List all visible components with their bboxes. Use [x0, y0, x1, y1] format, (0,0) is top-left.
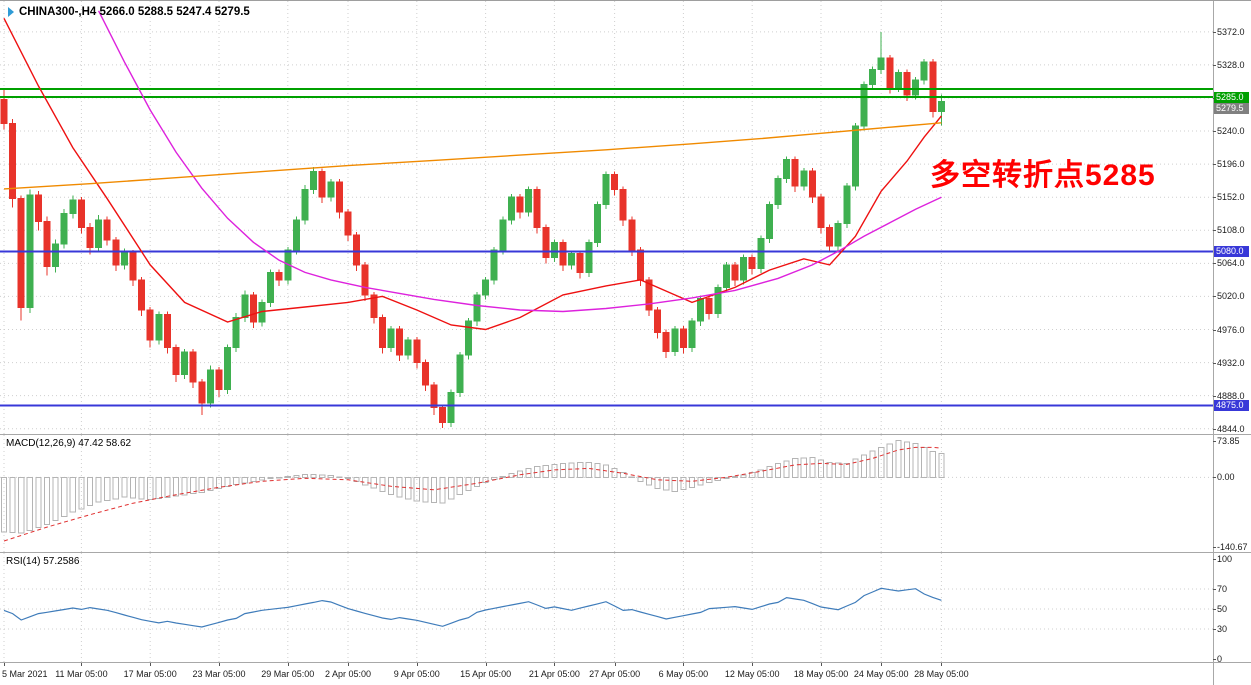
price-axis-label: 4888.0 — [1217, 390, 1245, 401]
annotation-text: 多空转折点5285 — [930, 159, 1156, 192]
chart-title: CHINA300-,H4 5266.0 5288.5 5247.4 5279.5 — [8, 6, 250, 18]
date-tick — [821, 663, 822, 666]
rsi-axis-label: 70 — [1217, 584, 1228, 594]
axis-tick — [1213, 31, 1216, 33]
date-label: 17 Mar 05:00 — [123, 669, 177, 679]
date-tick — [416, 663, 418, 666]
date-label: 15 Apr 05:00 — [460, 669, 512, 679]
macd-panel[interactable] — [0, 435, 1213, 552]
date-tick — [219, 663, 220, 666]
date-label: 23 Mar 05:00 — [192, 669, 246, 679]
axis-tick — [1213, 64, 1216, 66]
date-label: 18 May 05:00 — [793, 669, 849, 679]
date-label: 29 Mar 05:00 — [261, 669, 315, 679]
axis-tick — [1213, 362, 1216, 364]
date-tick — [348, 663, 349, 666]
panel-separator[interactable] — [0, 552, 1251, 553]
price-axis-label: 5152.0 — [1217, 192, 1245, 203]
date-label: 21 Apr 05:00 — [528, 669, 580, 679]
macd-axis-label: 73.85 — [1217, 435, 1240, 446]
date-tick — [554, 663, 556, 666]
axis-tick — [1213, 440, 1216, 442]
axis-tick — [1213, 477, 1216, 479]
axis-tick — [1213, 263, 1216, 265]
price-axis-label: 5240.0 — [1217, 126, 1245, 137]
price-axis-label: 4976.0 — [1217, 324, 1245, 335]
macd-axis-label: -140.67 — [1217, 542, 1248, 553]
date-label: 6 May 05:00 — [658, 669, 709, 679]
date-label: 27 Apr 05:00 — [589, 669, 641, 679]
rsi-axis-label: 50 — [1217, 604, 1228, 614]
date-tick — [683, 663, 685, 666]
macd-indicator-label: MACD(12,26,9) 47.42 58.62 — [6, 438, 132, 449]
rsi-axis-label: 0 — [1217, 654, 1223, 664]
axis-tick — [1213, 329, 1216, 331]
date-tick — [150, 663, 152, 666]
price-tag: 5080.0 — [1214, 246, 1249, 258]
price-axis-label: 5372.0 — [1217, 26, 1245, 37]
axis-tick — [1213, 131, 1216, 133]
date-label: 28 May 05:00 — [914, 669, 969, 679]
price-axis-label: 5108.0 — [1217, 225, 1245, 236]
axis-tick — [1213, 547, 1216, 549]
price-axis-label: 4932.0 — [1217, 357, 1245, 368]
date-label: 24 May 05:00 — [853, 669, 909, 679]
axis-tick — [1213, 230, 1216, 232]
symbol-marker-icon — [8, 7, 14, 17]
rsi-panel[interactable] — [0, 553, 1213, 662]
date-tick — [4, 663, 5, 666]
price-axis-label: 5020.0 — [1217, 291, 1245, 302]
date-tick — [485, 663, 487, 666]
axis-tick — [1213, 395, 1216, 397]
axis-tick — [1213, 428, 1216, 430]
date-label: 2 Apr 05:00 — [324, 669, 372, 679]
date-label: 11 Mar 05:00 — [55, 669, 108, 679]
price-axis-label: 5328.0 — [1217, 59, 1245, 70]
axis-tick — [1213, 629, 1216, 630]
macd-axis-label: 0.00 — [1217, 472, 1235, 483]
price-tag: 5285.0 — [1214, 92, 1249, 104]
axis-tick — [1213, 659, 1216, 660]
symbol-ohlc-text: CHINA300-,H4 5266.0 5288.5 5247.4 5279.5 — [19, 6, 250, 18]
date-label: 5 Mar 2021 — [2, 669, 48, 679]
rsi-indicator-label: RSI(14) 57.2586 — [6, 556, 80, 567]
price-axis-label: 5064.0 — [1217, 258, 1245, 269]
rsi-axis-label: 30 — [1217, 624, 1228, 634]
date-tick — [941, 663, 943, 666]
date-label: 12 May 05:00 — [724, 669, 780, 679]
axis-tick — [1213, 197, 1216, 199]
date-tick — [614, 663, 616, 666]
price-axis-label: 5196.0 — [1217, 159, 1245, 170]
axis-tick — [1213, 589, 1216, 590]
date-tick — [287, 663, 289, 666]
axis-tick — [1213, 559, 1216, 560]
price-axis-divider — [1213, 1, 1214, 685]
axis-tick — [1213, 296, 1216, 298]
date-tick — [752, 663, 754, 666]
date-label: 9 Apr 05:00 — [393, 669, 440, 679]
rsi-axis-label: 100 — [1217, 554, 1233, 564]
price-axis-label: 4844.0 — [1217, 423, 1245, 434]
date-tick — [881, 663, 883, 666]
axis-tick — [1213, 164, 1216, 166]
panel-separator[interactable] — [0, 434, 1251, 435]
price-tag: 4875.0 — [1214, 400, 1249, 412]
price-chart-panel[interactable] — [0, 1, 1213, 434]
axis-tick — [1213, 609, 1216, 610]
price-tag: 5279.5 — [1214, 103, 1249, 115]
panel-separator[interactable] — [0, 662, 1251, 663]
date-tick — [81, 663, 83, 666]
